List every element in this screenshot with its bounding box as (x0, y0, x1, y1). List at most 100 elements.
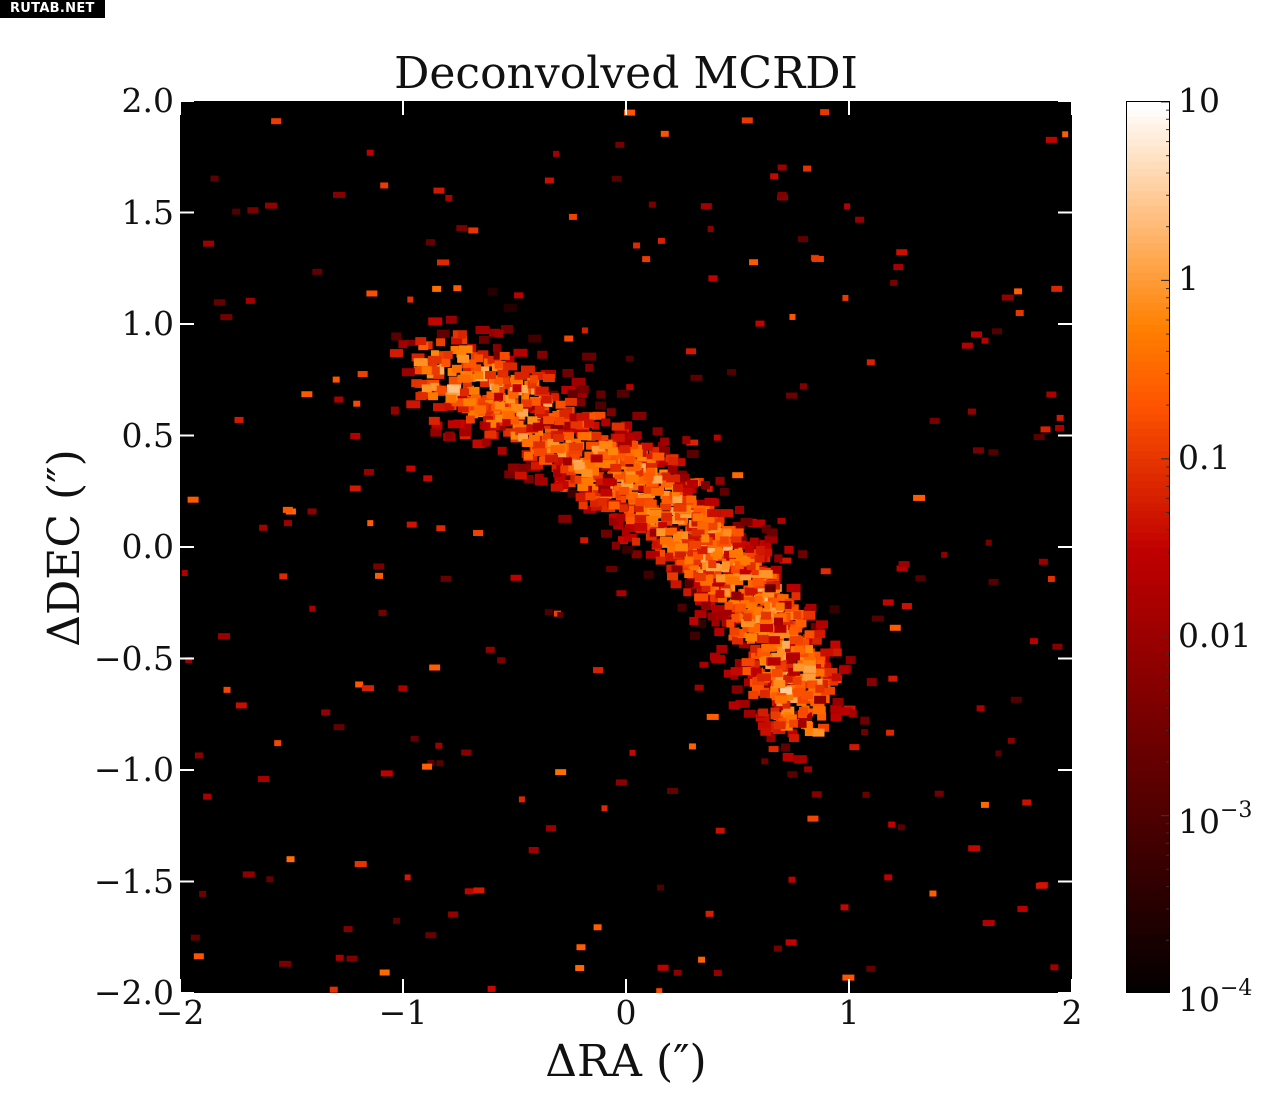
noise-pixel (485, 646, 495, 653)
colorbar-segment (1127, 176, 1169, 185)
ridge-pixel (793, 687, 806, 696)
ridge-pixel (485, 408, 499, 417)
ridge-pixel (742, 667, 753, 676)
colorbar-segment (1127, 495, 1169, 505)
noise-pixel (970, 331, 982, 338)
colorbar-tick-label: 10 (1178, 81, 1220, 120)
colorbar-segment (1127, 852, 1169, 862)
ridge-pixel (640, 442, 653, 451)
ridge-pixel (689, 616, 699, 625)
colorbar-segment (1127, 250, 1169, 260)
ridge-pixel (694, 593, 709, 602)
colorbar-segment (1127, 451, 1169, 460)
noise-pixel (274, 740, 282, 747)
noise-pixel (968, 845, 981, 852)
noise-pixel (1035, 882, 1047, 889)
ridge-pixel (519, 403, 533, 412)
ridge-pixel (672, 458, 686, 467)
ridge-pixel (652, 475, 663, 484)
ridge-pixel (784, 611, 798, 620)
ridge-pixel (577, 432, 590, 441)
ridge-pixel (643, 485, 653, 494)
ridge-pixel (813, 651, 826, 660)
noise-pixel (223, 686, 231, 693)
ridge-pixel (715, 532, 730, 541)
noise-pixel (286, 856, 295, 863)
ridge-pixel (626, 491, 639, 500)
ridge-pixel (444, 402, 455, 411)
noise-pixel (423, 475, 433, 482)
ridge-pixel (714, 628, 725, 637)
ridge-pixel (557, 480, 569, 489)
ridge-pixel (605, 451, 617, 460)
ridge-pixel (481, 422, 491, 431)
ridge-pixel (670, 580, 682, 589)
ridge-pixel (658, 522, 668, 531)
ridge-pixel (672, 495, 683, 504)
noise-pixel (406, 339, 418, 346)
noise-pixel (187, 496, 199, 503)
noise-pixel (575, 965, 585, 972)
colorbar-segment (1127, 124, 1169, 133)
noise-pixel (871, 615, 884, 622)
ridge-pixel (576, 412, 590, 421)
ridge-pixel (686, 495, 697, 504)
noise-pixel (346, 955, 358, 962)
noise-pixel (564, 335, 574, 342)
ridge-pixel (502, 411, 515, 420)
ridge-pixel (735, 603, 747, 612)
noise-pixel (606, 566, 618, 573)
ridge-pixel (535, 386, 549, 395)
noise-pixel (425, 932, 437, 939)
ridge-pixel (770, 565, 782, 574)
ridge-pixel (693, 508, 706, 517)
ridge-pixel (554, 457, 565, 466)
noise-pixel (232, 208, 241, 215)
ridge-pixel (607, 447, 618, 456)
ridge-pixel (840, 707, 853, 716)
ridge-pixel (629, 444, 642, 453)
y-tick-label: −1.0 (93, 750, 174, 789)
noise-pixel (686, 439, 699, 446)
colorbar-segment (1127, 815, 1169, 825)
ridge-pixel (606, 408, 616, 417)
ridge-pixel (645, 550, 660, 559)
colorbar-segment (1127, 525, 1169, 535)
ridge-pixel (761, 643, 776, 652)
noise-pixel (688, 743, 696, 750)
noise-pixel (770, 173, 779, 180)
ridge-pixel (504, 428, 516, 437)
ridge-pixel (583, 505, 597, 514)
noise-pixel (245, 297, 255, 304)
colorbar-segment (1127, 726, 1169, 735)
ridge-pixel (602, 473, 613, 482)
colorbar-segment (1127, 659, 1169, 668)
ridge-pixel (591, 432, 602, 441)
ridge-pixel (508, 390, 519, 399)
ridge-pixel (775, 602, 785, 611)
ridge-pixel (767, 657, 781, 666)
ridge-pixel (508, 463, 521, 472)
ridge-pixel (660, 437, 670, 446)
colorbar-segment (1127, 949, 1169, 958)
ridge-pixel (766, 734, 776, 743)
ridge-pixel (813, 664, 822, 673)
ridge-pixel (561, 472, 573, 481)
ridge-pixel (729, 627, 740, 636)
ridge-pixel (730, 671, 739, 680)
noise-pixel (992, 328, 1003, 335)
ridge-pixel (433, 370, 445, 379)
ridge-pixel (635, 498, 648, 507)
ridge-pixel (528, 434, 540, 443)
ridge-pixel (525, 457, 540, 466)
ridge-pixel (667, 548, 680, 557)
noise-pixel (861, 729, 869, 736)
colorbar-segment (1127, 458, 1169, 468)
ridge-pixel (848, 709, 857, 718)
noise-pixel (616, 590, 627, 597)
ridge-pixel (593, 472, 605, 481)
noise-pixel (690, 374, 703, 381)
noise-pixel (333, 724, 345, 731)
colorbar-segment (1127, 503, 1169, 512)
y-tick-label: 0.0 (121, 527, 174, 566)
